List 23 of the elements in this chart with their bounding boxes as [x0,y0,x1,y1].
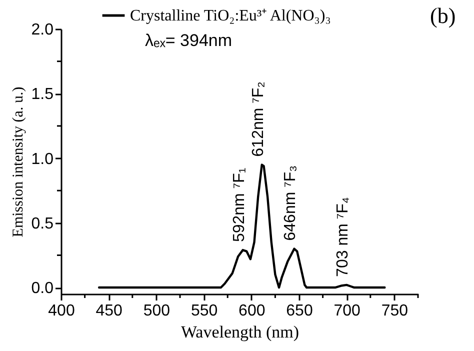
x-tick-label: 650 [286,302,313,320]
x-tick-label: 500 [143,302,170,320]
y-axis-title: Emission intensity (a. u.) [10,86,26,238]
x-tick-label: 750 [381,302,408,320]
annotation: 612nm ⁷F₂ [250,82,267,157]
x-tick-label: 700 [334,302,361,320]
annotation: 703 nm ⁷F₄ [334,197,352,277]
annotation: 592nm ⁷F₁ [230,168,248,242]
y-tick-label: 2.0 [31,22,54,38]
y-tick-label: 0.0 [31,280,54,298]
x-tick-label: 450 [96,302,123,320]
y-tick-label: 1.5 [31,86,54,104]
legend-label: Crystalline TiO₂:Eu³⁺ Al(NO₃)₃ [130,8,331,24]
annotation: λₑₓ= 394nm [145,31,232,50]
text: (b) [430,3,456,28]
annotation: 646nm ⁷F₃ [282,165,300,241]
y-tick-label: 1.0 [31,150,54,168]
y-tick-label: 0.5 [31,215,54,232]
x-tick-label: 600 [238,302,266,320]
x-axis-title: Wavelength (nm) [180,322,300,342]
x-tick-label: 550 [190,302,218,320]
line-series [98,164,386,289]
x-tick-label: 400 [48,302,75,320]
